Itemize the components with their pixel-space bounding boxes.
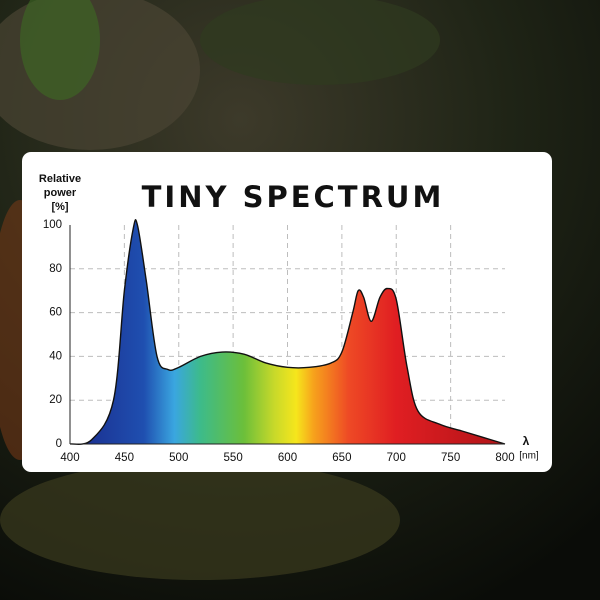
y-tick-label: 80 — [49, 263, 62, 275]
foliage — [200, 0, 440, 85]
x-tick-label: 650 — [332, 452, 351, 464]
plants — [0, 460, 400, 580]
spectrum-area — [70, 219, 505, 445]
x-tick-label: 450 — [115, 452, 134, 464]
plot: 400 450 500 550 600 650 700 750 800 0 20 40 60 80 100 — [43, 219, 515, 464]
x-axis-label: λ — [523, 434, 530, 448]
moss — [20, 0, 100, 100]
y-tick-label: 0 — [56, 438, 62, 450]
x-tick-label: 800 — [495, 452, 514, 464]
x-tick-label: 400 — [60, 452, 79, 464]
y-axis-label: power — [44, 187, 77, 199]
y-axis-label: Relative — [39, 173, 81, 185]
x-axis-label: [nm] — [519, 451, 539, 462]
x-tick-label: 600 — [278, 452, 297, 464]
y-tick-label: 40 — [49, 350, 62, 362]
x-tick-label: 700 — [387, 452, 406, 464]
y-tick-label: 20 — [49, 394, 62, 406]
x-tick-label: 750 — [441, 452, 460, 464]
chart-title: TINY SPECTRUM — [142, 180, 445, 214]
x-tick-label: 550 — [224, 452, 243, 464]
y-axis-label: [%] — [51, 201, 68, 213]
x-tick-label: 500 — [169, 452, 188, 464]
y-tick-label: 100 — [43, 219, 62, 231]
y-tick-label: 60 — [49, 307, 62, 319]
spectrum-line — [69, 219, 506, 445]
